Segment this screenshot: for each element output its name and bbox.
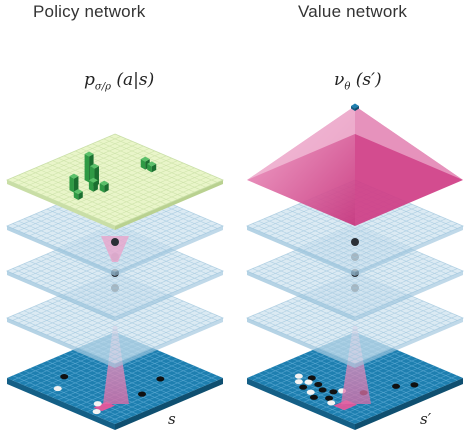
policy-layer-dots bbox=[111, 238, 119, 246]
policy-probability-bar bbox=[88, 177, 98, 192]
value-board-stone bbox=[327, 400, 336, 406]
policy-formula-sub: σ/ρ bbox=[94, 81, 111, 93]
value-board-stone bbox=[307, 375, 316, 381]
value-board-stone bbox=[306, 389, 315, 395]
policy-probability-bar bbox=[99, 180, 109, 193]
value-formula-sub: θ bbox=[344, 81, 351, 93]
value-board-stone bbox=[329, 389, 338, 395]
value-board-stone bbox=[410, 382, 419, 388]
policy-probability-bar bbox=[147, 161, 157, 173]
policy-state-label: s bbox=[168, 410, 176, 428]
policy-connector bbox=[101, 236, 129, 262]
policy-probability-bar bbox=[69, 173, 79, 193]
value-board-stone bbox=[299, 384, 308, 390]
value-output-pyramid bbox=[247, 103, 463, 226]
value-board-stone bbox=[294, 379, 303, 385]
policy-output-formula: pσ/ρ (a|s) bbox=[84, 70, 154, 92]
policy-board-stone bbox=[60, 374, 69, 380]
value-board-stone bbox=[318, 387, 327, 393]
value-formula-rest: (s′) bbox=[350, 70, 382, 90]
policy-formula-rest: (a|s) bbox=[110, 70, 155, 90]
value-board-stone bbox=[314, 381, 323, 388]
policy-probability-bar bbox=[73, 188, 83, 200]
value-board-stone bbox=[294, 373, 303, 379]
policy-board-stone bbox=[138, 391, 146, 397]
value-board-stone bbox=[392, 383, 401, 389]
policy-formula-main: p bbox=[84, 70, 95, 90]
policy-board-stone bbox=[92, 408, 101, 415]
value-output-formula: νθ (s′) bbox=[334, 70, 382, 92]
value-layer-dots bbox=[351, 238, 359, 246]
policy-network-stack bbox=[5, 133, 225, 430]
value-formula-main: ν bbox=[334, 70, 345, 90]
value-board-stone bbox=[304, 379, 313, 385]
policy-focus-region bbox=[93, 401, 115, 412]
value-network-stack bbox=[245, 103, 465, 430]
policy-network-title: Policy network bbox=[33, 2, 146, 21]
policy-board-stone bbox=[156, 376, 165, 382]
value-board-stone bbox=[309, 394, 318, 400]
policy-board-stone bbox=[53, 385, 62, 392]
value-state-label: s′ bbox=[420, 410, 432, 428]
value-board-stone bbox=[325, 395, 334, 401]
policy-output-layer bbox=[5, 133, 225, 230]
value-network-title: Value network bbox=[298, 2, 408, 21]
policy-board-stone bbox=[93, 401, 102, 407]
